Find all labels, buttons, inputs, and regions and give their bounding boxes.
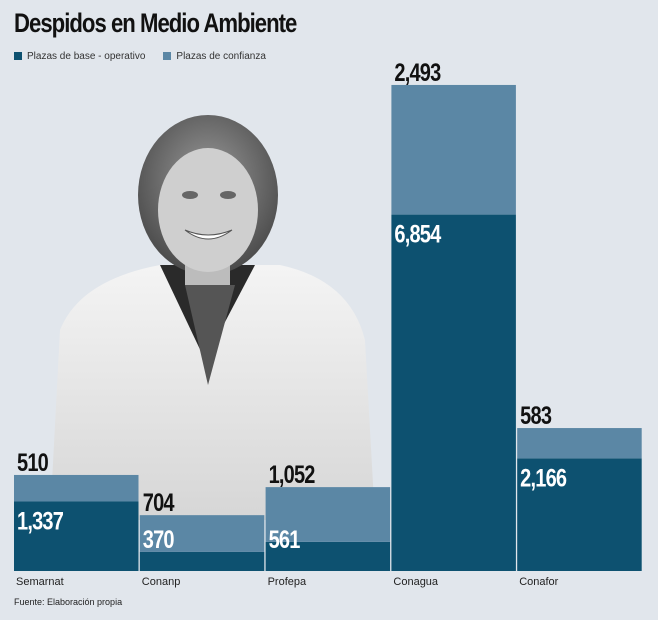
label-base: 2,166 xyxy=(520,464,566,492)
label-confianza: 583 xyxy=(520,402,551,430)
bar-confianza-profepa xyxy=(265,487,391,542)
source-note: Fuente: Elaboración propia xyxy=(14,597,123,607)
x-tick-label: Semarnat xyxy=(16,576,64,588)
label-confianza: 704 xyxy=(143,489,175,517)
legend-item-base: Plazas de base - operativo xyxy=(14,51,145,62)
label-base: 561 xyxy=(269,526,300,554)
legend-item-confianza: Plazas de confianza xyxy=(163,51,266,62)
label-base: 370 xyxy=(143,526,174,554)
legend-label: Plazas de confianza xyxy=(176,51,266,62)
bar-base-semarnat xyxy=(14,501,139,571)
x-tick-label: Profepa xyxy=(268,576,307,588)
label-confianza: 510 xyxy=(17,449,48,477)
bar-confianza-semarnat xyxy=(14,474,139,502)
x-tick-label: Conanp xyxy=(142,576,181,588)
bar-base-conagua xyxy=(391,214,516,572)
label-confianza: 1,052 xyxy=(269,461,315,489)
label-base: 1,337 xyxy=(17,507,63,535)
chart-title: Despidos en Medio Ambiente xyxy=(14,8,297,38)
bar-base-conafor xyxy=(517,458,642,571)
portrait-photo xyxy=(50,115,375,520)
legend-swatch-base xyxy=(14,52,22,60)
legend-swatch-confianza xyxy=(163,52,172,60)
bar-confianza-conagua xyxy=(391,84,516,215)
bar-confianza-conanp xyxy=(139,515,265,552)
x-tick-label: Conafor xyxy=(519,576,558,588)
legend-label: Plazas de base - operativo xyxy=(27,51,146,62)
bar-confianza-conafor xyxy=(517,428,642,459)
legend: Plazas de base - operativo Plazas de con… xyxy=(14,51,266,62)
bar-base-conanp xyxy=(139,551,265,571)
bar-base-profepa xyxy=(265,541,391,571)
x-tick-label: Conagua xyxy=(393,576,439,588)
label-base: 6,854 xyxy=(394,221,441,249)
label-confianza: 2,493 xyxy=(394,59,440,87)
stacked-bar-chart: 510 1,337 Semarnat 704 370 Conanp 1,052 561 Prof… xyxy=(14,59,642,588)
